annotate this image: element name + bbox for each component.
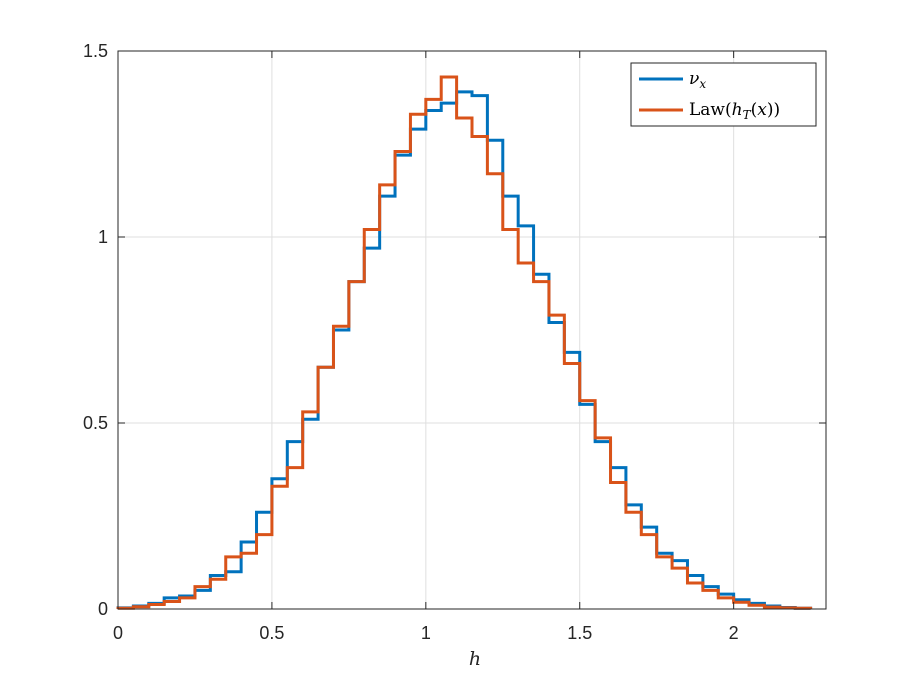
y-tick-label: 0.5 [83, 413, 108, 433]
x-tick-label: 0 [113, 623, 123, 643]
axes-box [117, 50, 827, 610]
series-layer [116, 75, 813, 610]
x-tick-label: 2 [729, 623, 739, 643]
x-axis-label: h [469, 648, 481, 670]
y-tick-label: 0 [98, 599, 108, 619]
x-tick-label: 1 [421, 623, 431, 643]
legend: νx Law(hT(x)) [630, 62, 817, 127]
y-tick-label: 1 [98, 227, 108, 247]
tick-marks [117, 50, 826, 610]
x-tick-label: 0.5 [259, 623, 284, 643]
y-tick-label: 1.5 [83, 41, 108, 61]
legend-box [630, 62, 817, 127]
tick-labels: 0 0.5 1 1.5 2 0 0.5 1 1.5 [83, 41, 739, 643]
series-line-0 [116, 90, 813, 610]
x-tick-label: 1.5 [567, 623, 592, 643]
legend-label-nu-x: νx [689, 69, 706, 91]
legend-label-law-hT: Law(hT(x)) [689, 100, 780, 122]
series-line-1 [116, 75, 813, 610]
